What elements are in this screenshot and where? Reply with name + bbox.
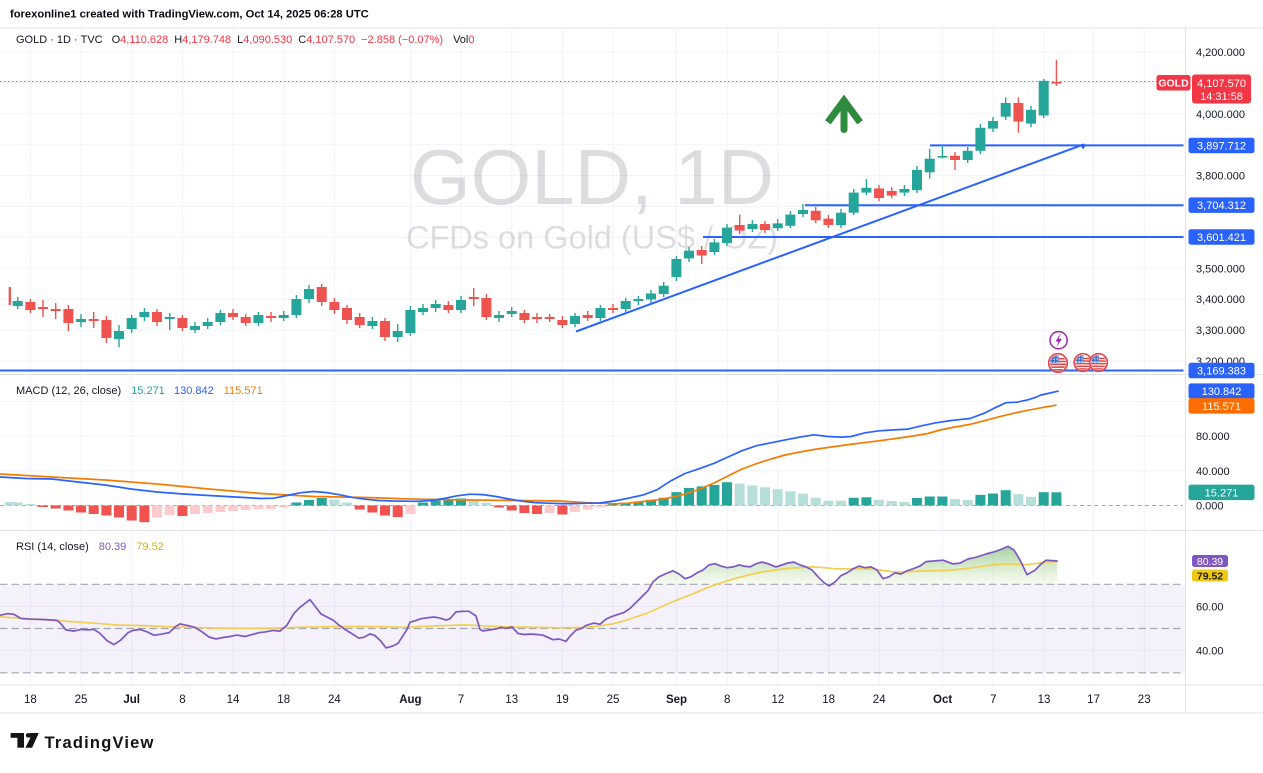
- svg-text:3,800.000: 3,800.000: [1196, 171, 1245, 183]
- svg-text:forexonline1 created with Trad: forexonline1 created with TradingView.co…: [10, 9, 369, 21]
- svg-text:12: 12: [772, 694, 785, 706]
- svg-text:4,107.570: 4,107.570: [1197, 78, 1246, 90]
- svg-text:80.39: 80.39: [1197, 556, 1223, 568]
- svg-text:19: 19: [556, 694, 569, 706]
- svg-text:130.842: 130.842: [1202, 386, 1242, 398]
- svg-text:18: 18: [822, 694, 835, 706]
- svg-text:GOLD: GOLD: [1158, 77, 1189, 89]
- svg-text:3,500.000: 3,500.000: [1196, 263, 1245, 275]
- svg-text:GOLD, 1D: GOLD, 1D: [410, 133, 774, 221]
- svg-text:18: 18: [277, 694, 290, 706]
- svg-text:18: 18: [24, 694, 37, 706]
- svg-text:40.00: 40.00: [1196, 646, 1224, 658]
- svg-text:8: 8: [724, 694, 730, 706]
- svg-text:17: 17: [1087, 694, 1100, 706]
- svg-text:0.000: 0.000: [1196, 501, 1224, 513]
- svg-text:24: 24: [328, 694, 341, 706]
- svg-text:15.271: 15.271: [1205, 487, 1239, 499]
- svg-text:25: 25: [607, 694, 620, 706]
- svg-text:23: 23: [1138, 694, 1151, 706]
- svg-text:80.000: 80.000: [1196, 431, 1230, 443]
- svg-text:7: 7: [990, 694, 996, 706]
- svg-text:3,300.000: 3,300.000: [1196, 325, 1245, 337]
- svg-text:13: 13: [1038, 694, 1051, 706]
- svg-text:13: 13: [505, 694, 518, 706]
- svg-text:3,704.312: 3,704.312: [1197, 200, 1246, 212]
- svg-text:3,897.712: 3,897.712: [1197, 140, 1246, 152]
- svg-text:115.571: 115.571: [1202, 401, 1241, 413]
- svg-text:60.00: 60.00: [1196, 601, 1224, 613]
- svg-text:24: 24: [873, 694, 886, 706]
- svg-text:14:31:58: 14:31:58: [1200, 91, 1243, 103]
- svg-text:4,200.000: 4,200.000: [1196, 47, 1245, 59]
- svg-text:Aug: Aug: [399, 694, 421, 706]
- svg-text:25: 25: [75, 694, 88, 706]
- svg-text:14: 14: [227, 694, 240, 706]
- svg-text:3,400.000: 3,400.000: [1196, 294, 1245, 306]
- svg-text:7: 7: [458, 694, 464, 706]
- svg-text:Jul: Jul: [123, 694, 140, 706]
- svg-text:8: 8: [179, 694, 185, 706]
- svg-text:40.000: 40.000: [1196, 466, 1230, 478]
- svg-text:4,000.000: 4,000.000: [1196, 109, 1245, 121]
- svg-text:Oct: Oct: [933, 694, 952, 706]
- svg-text:3,601.421: 3,601.421: [1197, 232, 1246, 244]
- svg-text:79.52: 79.52: [1197, 571, 1223, 583]
- svg-text:Sep: Sep: [666, 694, 687, 706]
- svg-text:3,169.383: 3,169.383: [1197, 366, 1246, 378]
- svg-text:TradingView: TradingView: [45, 734, 155, 752]
